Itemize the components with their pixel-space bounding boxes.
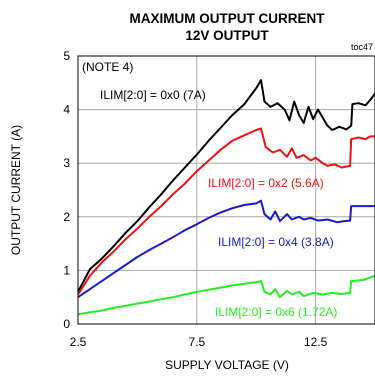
series-group <box>77 79 375 316</box>
y-tick-label: 5 <box>63 49 70 63</box>
y-tick-label: 2 <box>63 210 70 224</box>
y-tick-label: 3 <box>63 156 70 170</box>
chart-note: (NOTE 4) <box>82 60 133 74</box>
x-tick-label: 2.5 <box>70 335 87 349</box>
y-tick-label: 0 <box>63 317 70 331</box>
series-line-3 <box>77 274 375 316</box>
y-axis-label: OUTPUT CURRENT (A) <box>9 125 23 255</box>
grid <box>78 56 375 324</box>
y-tick-label: 1 <box>63 263 70 277</box>
chart-tag: toc47 <box>351 42 373 52</box>
x-tick-labels: 2.5 7.5 12.5 <box>70 335 328 349</box>
series-line-1 <box>77 127 375 296</box>
chart-title: MAXIMUM OUTPUT CURRENT <box>130 11 326 26</box>
chart-subtitle: 12V OUTPUT <box>185 28 269 43</box>
series-label-0: ILIM[2:0] = 0x0 (7A) <box>100 88 206 102</box>
plot-frame <box>77 55 375 325</box>
y-tick-label: 4 <box>63 103 70 117</box>
x-tick-label: 7.5 <box>188 335 205 349</box>
x-axis-label: SUPPLY VOLTAGE (V) <box>165 358 289 372</box>
series-line-2 <box>77 199 375 299</box>
series-label-3: ILIM[2:0] = 0x6 (1.72A) <box>215 305 337 319</box>
series-label-2: ILIM[2:0] = 0x4 (3.8A) <box>218 235 334 249</box>
y-tick-labels: 0 1 2 3 4 5 <box>63 49 70 331</box>
series-line-0 <box>77 79 375 293</box>
x-tick-label: 12.5 <box>304 335 328 349</box>
series-labels: ILIM[2:0] = 0x0 (7A) ILIM[2:0] = 0x2 (5.6… <box>100 88 337 319</box>
series-label-1: ILIM[2:0] = 0x2 (5.6A) <box>208 176 324 190</box>
